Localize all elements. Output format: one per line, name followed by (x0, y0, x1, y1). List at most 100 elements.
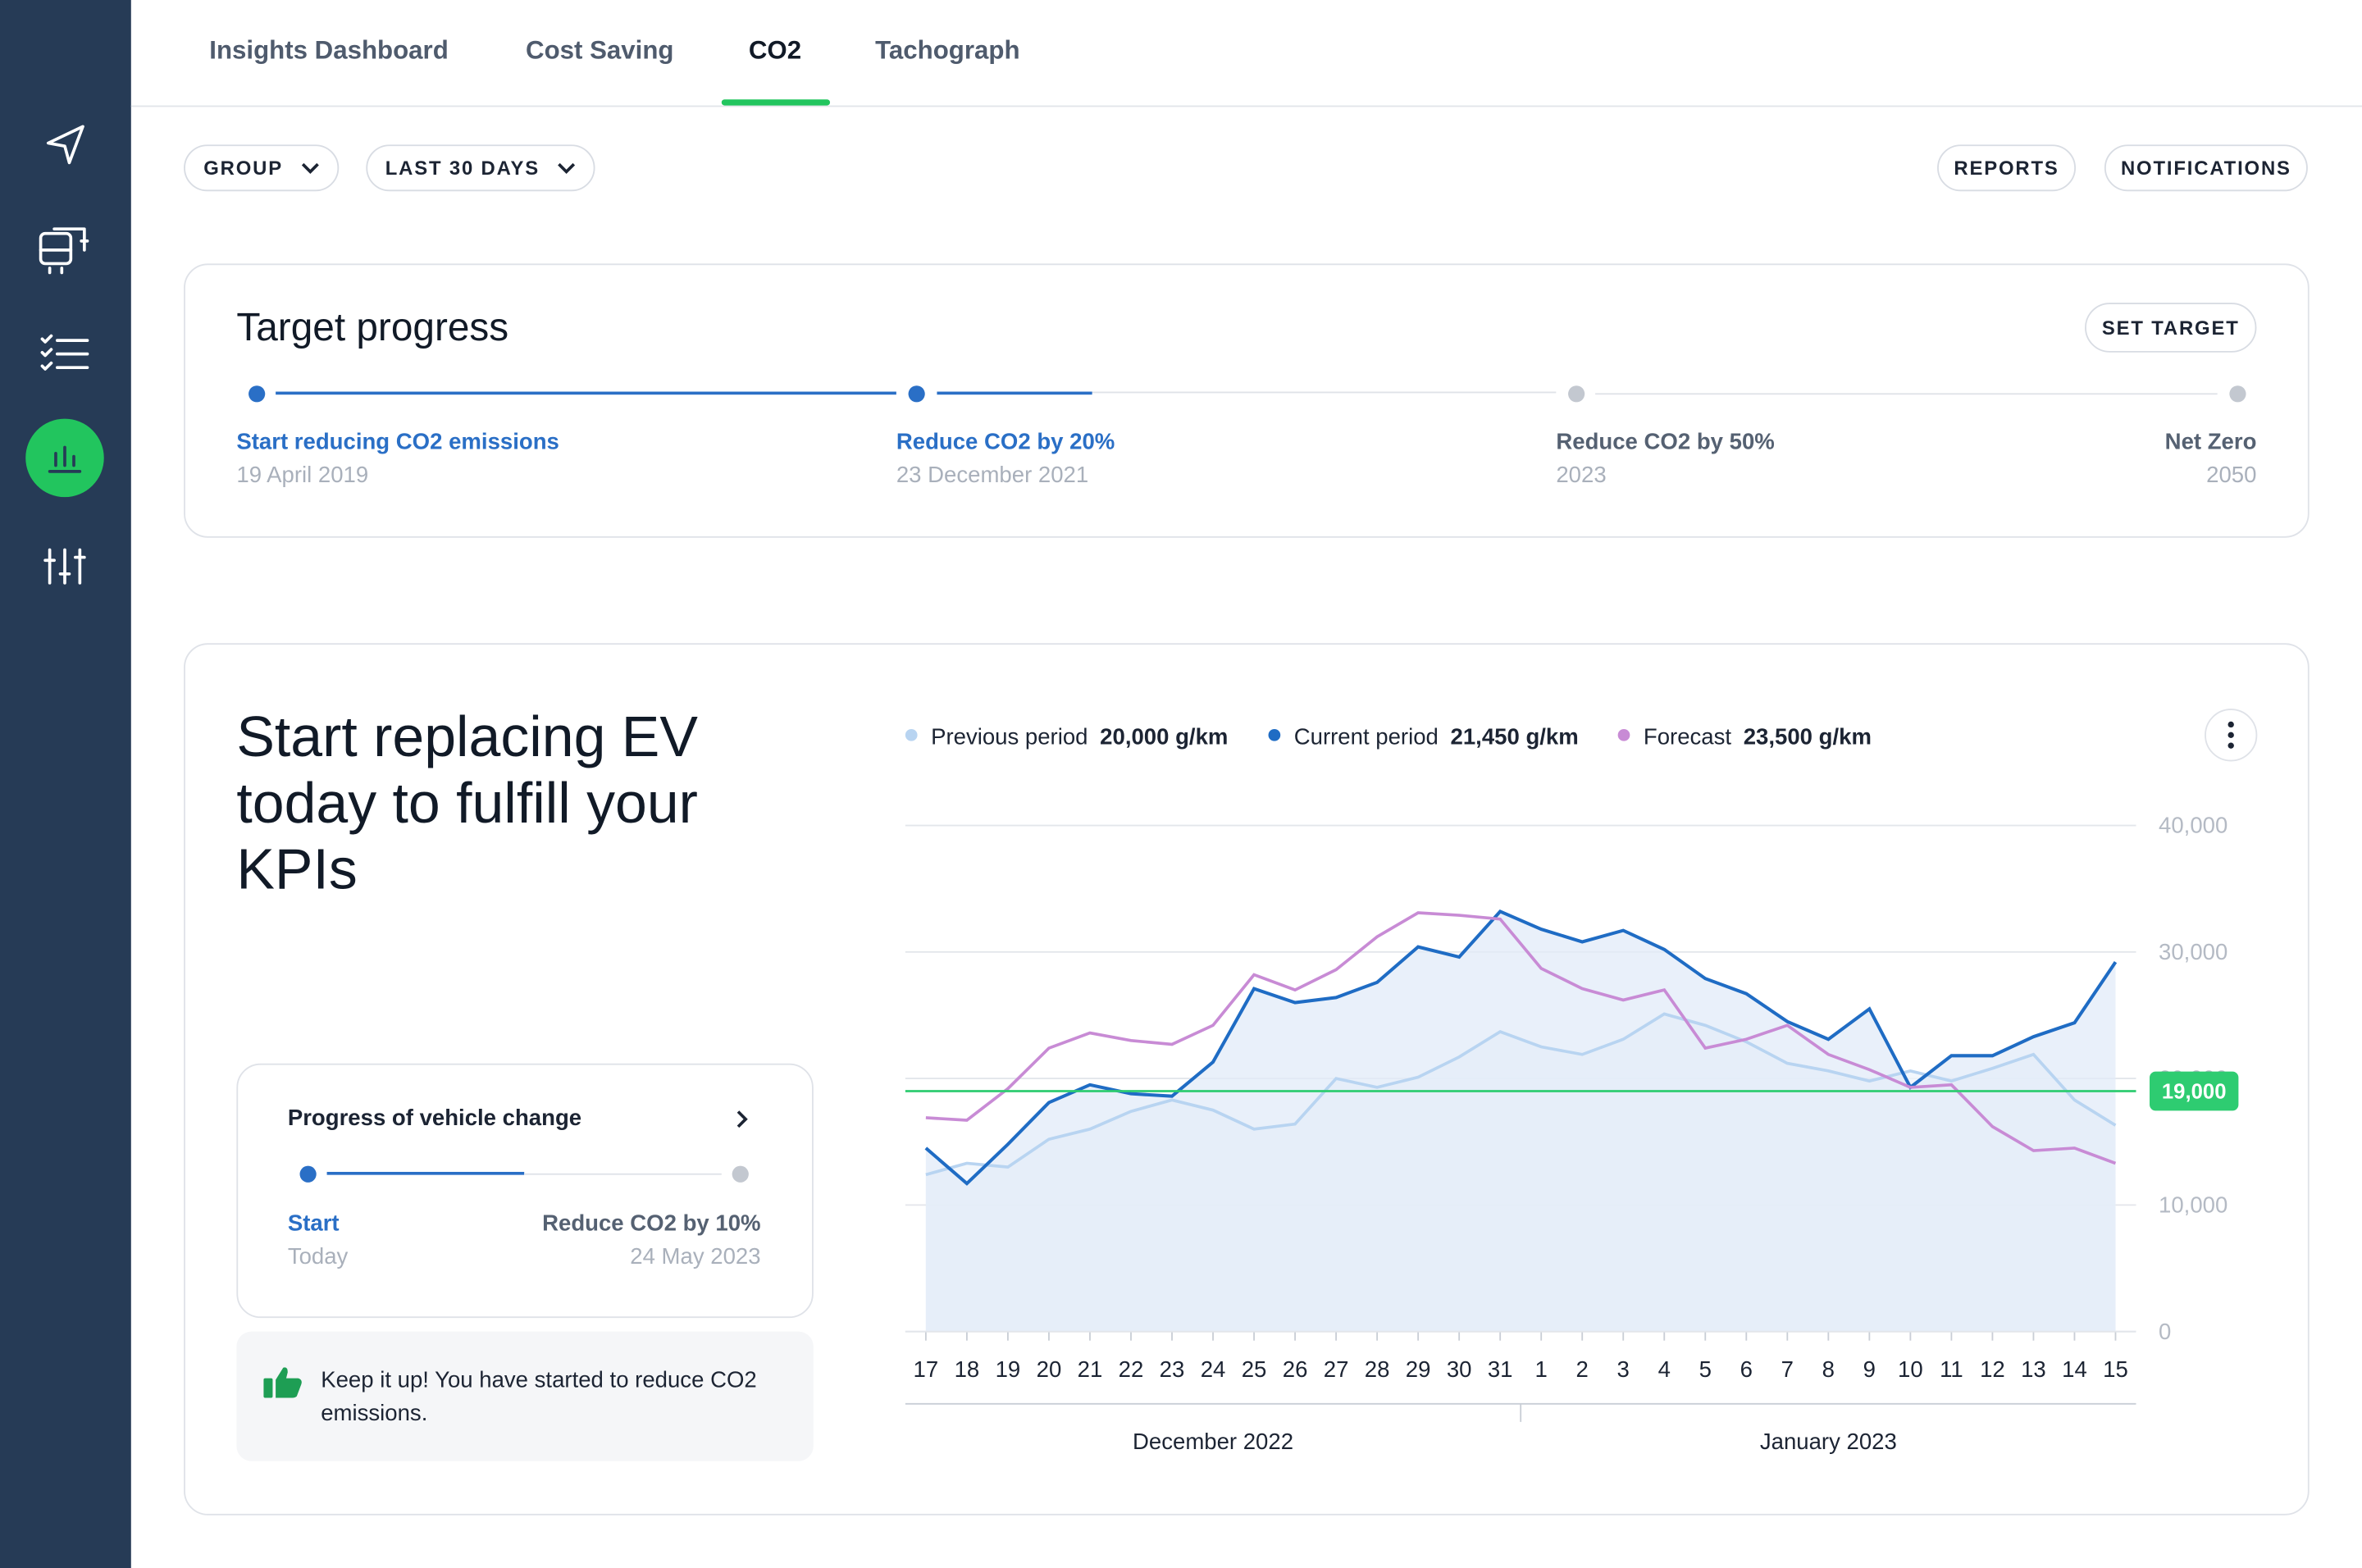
progress-end-date: 24 May 2023 (630, 1244, 761, 1270)
button-label: SET TARGET (2101, 316, 2240, 340)
button-label: NOTIFICATIONS (2120, 157, 2291, 180)
legend-dot (1617, 728, 1630, 741)
reports-button[interactable]: REPORTS (1937, 144, 2077, 192)
menu-dot (2227, 732, 2234, 739)
button-label: REPORTS (1954, 157, 2059, 180)
progress-line-filled (937, 391, 1092, 395)
legend-dot (1268, 728, 1281, 741)
tab[interactable]: Tachograph (875, 36, 1020, 65)
x-tick-label: 12 (1980, 1356, 2005, 1382)
milestone-date: 19 April 2019 (236, 462, 369, 489)
x-tick-label: 18 (955, 1356, 980, 1382)
x-tick-label: 17 (914, 1356, 939, 1382)
tab[interactable]: Insights Dashboard (209, 36, 449, 65)
milestone-dot (2228, 385, 2246, 403)
tip-text: Keep it up! You have started to reduce C… (321, 1367, 757, 1427)
progress-start-date: Today (287, 1244, 349, 1270)
tip-box (236, 1331, 814, 1461)
x-tick-label: 22 (1119, 1356, 1144, 1382)
progress-dot (732, 1165, 749, 1183)
legend-value: 21,450 g/km (1451, 723, 1579, 749)
card-title: Progress of vehicle change (287, 1105, 582, 1132)
x-tick-label: 1 (1535, 1356, 1548, 1382)
y-tick-label: 0 (2159, 1319, 2171, 1344)
x-tick-label: 30 (1447, 1356, 1472, 1382)
legend-name: Current period (1294, 723, 1439, 749)
promo-heading: Start replacing EV today to fulfill your… (236, 706, 698, 903)
x-tick-label: 13 (2021, 1356, 2046, 1382)
sidebar (0, 0, 131, 1568)
x-tick-label: 10 (1898, 1356, 1923, 1382)
milestone-label: Net Zero (2164, 429, 2257, 455)
progress-dot (299, 1165, 317, 1183)
x-tick-label: 27 (1324, 1356, 1349, 1382)
milestone-dot (248, 385, 265, 403)
x-tick-label: 9 (1863, 1356, 1876, 1382)
milestone-date: 2023 (1556, 462, 1607, 489)
milestone-date: 23 December 2021 (896, 462, 1089, 489)
filter-label: LAST 30 DAYS (385, 157, 540, 180)
x-tick-label: 23 (1160, 1356, 1185, 1382)
x-tick-label: 26 (1283, 1356, 1308, 1382)
tab[interactable]: CO2 (748, 36, 802, 65)
legend-name: Forecast (1644, 723, 1732, 749)
month-label: January 2023 (1760, 1429, 1897, 1454)
series-line (925, 1012, 2117, 1177)
x-tick-label: 15 (2103, 1356, 2128, 1382)
legend-dot (905, 728, 918, 741)
group-filter[interactable]: GROUP (184, 144, 340, 192)
nav-icon[interactable] (46, 125, 84, 165)
x-tick-label: 4 (1658, 1356, 1671, 1382)
notifications-button[interactable]: NOTIFICATIONS (2104, 144, 2308, 192)
x-tick-label: 31 (1488, 1356, 1513, 1382)
x-tick-label: 5 (1699, 1356, 1712, 1382)
progress-line (276, 391, 896, 395)
tasks-icon[interactable] (40, 334, 89, 371)
chevron (736, 1110, 748, 1128)
fleet-icon[interactable] (39, 227, 89, 275)
x-tick-label: 8 (1822, 1356, 1835, 1382)
x-tick-label: 14 (2062, 1356, 2087, 1382)
x-tick-label: 6 (1740, 1356, 1753, 1382)
filter-label: GROUP (203, 157, 283, 180)
milestone-date: 2050 (2206, 462, 2257, 489)
sidebar-icons (25, 125, 104, 585)
emissions-card (184, 643, 2310, 1516)
progress-line (937, 391, 1557, 394)
settings-icon[interactable] (43, 548, 86, 585)
menu-dot (2227, 742, 2234, 749)
menu-dot (2227, 721, 2234, 728)
legend-entry: Forecast 23,500 g/km (1644, 723, 1872, 749)
set-target-button[interactable]: SET TARGET (2085, 303, 2257, 353)
active-tab-indicator (721, 99, 831, 106)
x-tick-label: 28 (1365, 1356, 1390, 1382)
series-line (925, 911, 2117, 1165)
legend-value: 20,000 g/km (1100, 723, 1228, 749)
x-tick-label: 2 (1576, 1356, 1589, 1382)
progress-end-label: Reduce CO2 by 10% (542, 1210, 761, 1237)
progress-start-label: Start (287, 1210, 340, 1237)
progress-line (524, 1173, 722, 1175)
x-tick-label: 20 (1037, 1356, 1062, 1382)
x-tick-label: 3 (1617, 1356, 1630, 1382)
vehicle-change-card[interactable] (236, 1063, 814, 1319)
y-tick-label: 40,000 (2159, 813, 2227, 838)
milestone-dot (907, 385, 924, 403)
legend-entry: Previous period 20,000 g/km (931, 723, 1228, 749)
thumbs-up-icon (263, 1367, 302, 1398)
milestone-label: Reduce CO2 by 50% (1556, 429, 1775, 455)
tab-divider (130, 105, 2362, 107)
progress-line (1595, 393, 2218, 395)
period-filter[interactable]: LAST 30 DAYS (366, 144, 595, 192)
legend-value: 23,500 g/km (1744, 723, 1872, 749)
target-progress-card (184, 263, 2310, 538)
tab[interactable]: Cost Saving (526, 36, 674, 65)
y-tick-label: 10,000 (2159, 1192, 2227, 1218)
x-tick-label: 11 (1940, 1356, 1963, 1382)
series-area (925, 911, 2116, 1332)
milestone-label: Start reducing CO2 emissions (236, 429, 559, 455)
milestone-dot (1567, 385, 1585, 403)
month-label: December 2022 (1133, 1429, 1293, 1454)
x-tick-label: 25 (1242, 1356, 1267, 1382)
